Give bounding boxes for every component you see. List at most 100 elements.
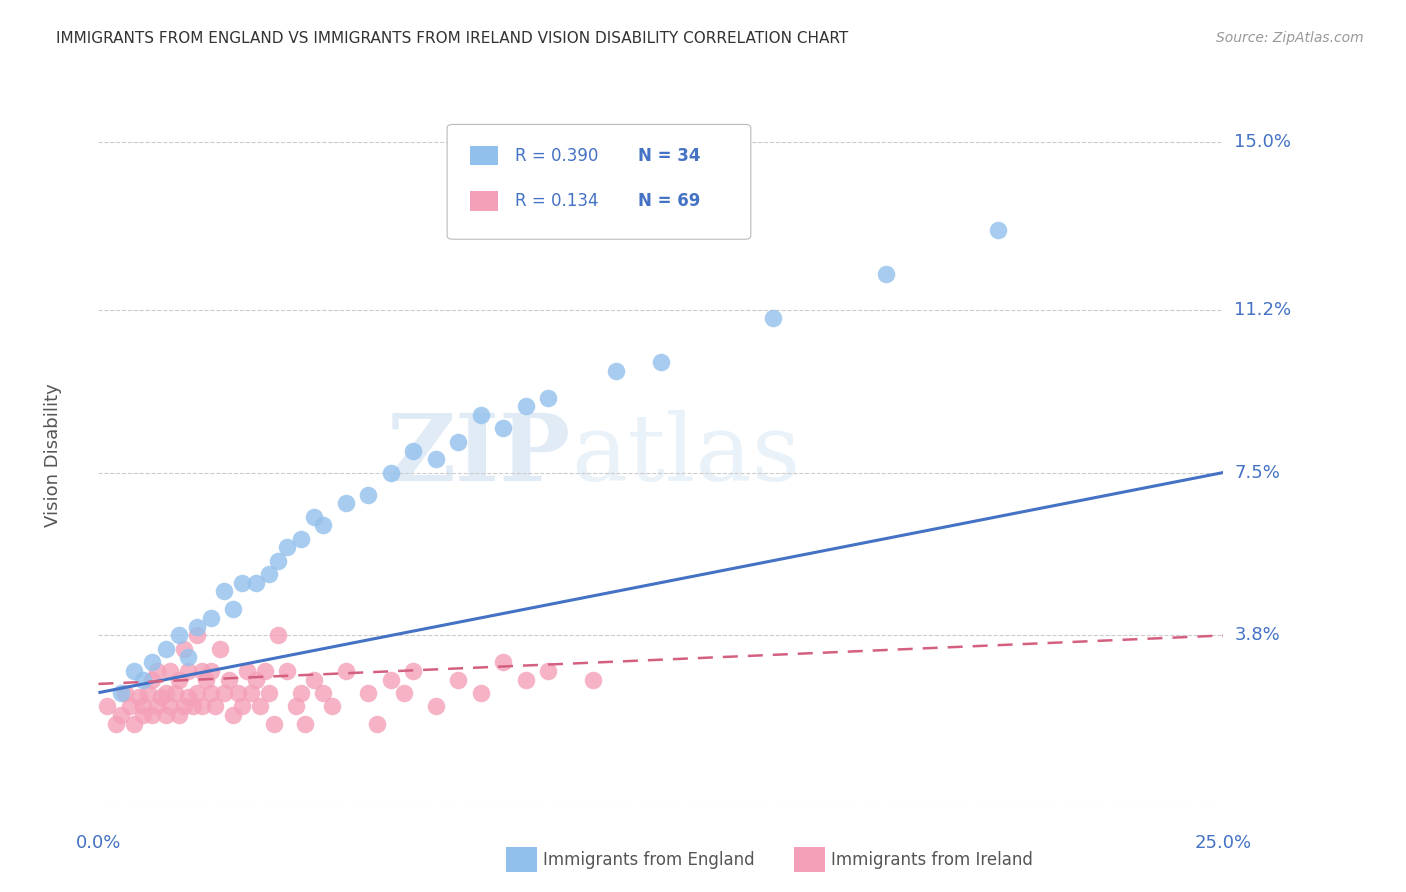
Text: N = 69: N = 69 xyxy=(638,192,700,210)
Text: 15.0%: 15.0% xyxy=(1234,133,1291,152)
Point xyxy=(200,686,222,700)
Point xyxy=(447,673,470,687)
Point xyxy=(245,673,267,687)
Text: R = 0.390: R = 0.390 xyxy=(515,147,598,165)
Point xyxy=(132,673,155,687)
Point xyxy=(605,364,627,378)
Point xyxy=(259,686,281,700)
Point xyxy=(105,716,128,731)
Point xyxy=(335,496,357,510)
Point xyxy=(169,707,191,722)
Point xyxy=(515,673,537,687)
Point xyxy=(537,391,560,405)
Point xyxy=(285,698,308,713)
Point xyxy=(186,620,208,634)
Point xyxy=(425,698,447,713)
Point xyxy=(240,686,263,700)
Text: 7.5%: 7.5% xyxy=(1234,464,1281,482)
Point xyxy=(186,628,208,642)
Text: Vision Disability: Vision Disability xyxy=(45,383,62,527)
Point xyxy=(312,518,335,533)
Point xyxy=(169,673,191,687)
Point xyxy=(177,690,200,705)
Point xyxy=(650,355,672,369)
Point xyxy=(321,698,343,713)
Point xyxy=(136,686,159,700)
Point xyxy=(537,664,560,678)
Text: R = 0.134: R = 0.134 xyxy=(515,192,598,210)
Text: 3.8%: 3.8% xyxy=(1234,626,1279,644)
Point xyxy=(515,400,537,414)
Point xyxy=(177,650,200,665)
Point xyxy=(366,716,388,731)
Point xyxy=(204,698,226,713)
Point xyxy=(762,311,785,326)
Point xyxy=(447,434,470,449)
Point xyxy=(357,686,380,700)
Point xyxy=(290,686,312,700)
Point xyxy=(200,611,222,625)
Point xyxy=(208,641,231,656)
Point xyxy=(214,686,236,700)
Point xyxy=(146,698,169,713)
Text: 11.2%: 11.2% xyxy=(1234,301,1292,318)
Point xyxy=(155,641,177,656)
Point xyxy=(118,698,141,713)
Point xyxy=(124,716,146,731)
Text: 25.0%: 25.0% xyxy=(1195,834,1251,852)
Point xyxy=(249,698,271,713)
Point xyxy=(402,664,425,678)
Point xyxy=(470,686,492,700)
Point xyxy=(357,487,380,501)
Point xyxy=(177,664,200,678)
Text: 0.0%: 0.0% xyxy=(76,834,121,852)
Point xyxy=(231,575,253,590)
Point xyxy=(181,698,204,713)
Point xyxy=(304,673,326,687)
Point xyxy=(582,673,605,687)
Point xyxy=(425,452,447,467)
Text: N = 34: N = 34 xyxy=(638,147,700,165)
Point xyxy=(394,686,416,700)
Point xyxy=(987,223,1010,237)
Text: IMMIGRANTS FROM ENGLAND VS IMMIGRANTS FROM IRELAND VISION DISABILITY CORRELATION: IMMIGRANTS FROM ENGLAND VS IMMIGRANTS FR… xyxy=(56,31,848,46)
Point xyxy=(141,673,163,687)
Point xyxy=(222,602,245,616)
Text: Immigrants from England: Immigrants from England xyxy=(543,851,755,869)
FancyBboxPatch shape xyxy=(447,124,751,239)
Point xyxy=(141,707,163,722)
Point xyxy=(141,655,163,669)
Text: atlas: atlas xyxy=(571,410,800,500)
Point xyxy=(245,575,267,590)
Point xyxy=(253,664,276,678)
Point xyxy=(96,698,118,713)
Point xyxy=(312,686,335,700)
Point xyxy=(191,664,214,678)
Point xyxy=(173,641,195,656)
FancyBboxPatch shape xyxy=(470,191,498,211)
Point xyxy=(290,532,312,546)
Point xyxy=(222,707,245,722)
Point xyxy=(146,664,169,678)
Point xyxy=(155,686,177,700)
Point xyxy=(163,686,186,700)
Point xyxy=(132,698,155,713)
Point xyxy=(114,686,136,700)
Point xyxy=(276,664,298,678)
FancyBboxPatch shape xyxy=(470,146,498,166)
Point xyxy=(294,716,316,731)
Point xyxy=(218,673,240,687)
Point xyxy=(492,421,515,435)
Point xyxy=(231,698,253,713)
Point xyxy=(159,664,181,678)
Point xyxy=(159,698,181,713)
Point xyxy=(402,443,425,458)
Point xyxy=(267,553,290,567)
Point xyxy=(128,690,150,705)
Point xyxy=(263,716,285,731)
Point xyxy=(191,698,214,713)
Point xyxy=(470,409,492,423)
Point xyxy=(267,628,290,642)
Point xyxy=(110,686,132,700)
Point xyxy=(236,664,259,678)
